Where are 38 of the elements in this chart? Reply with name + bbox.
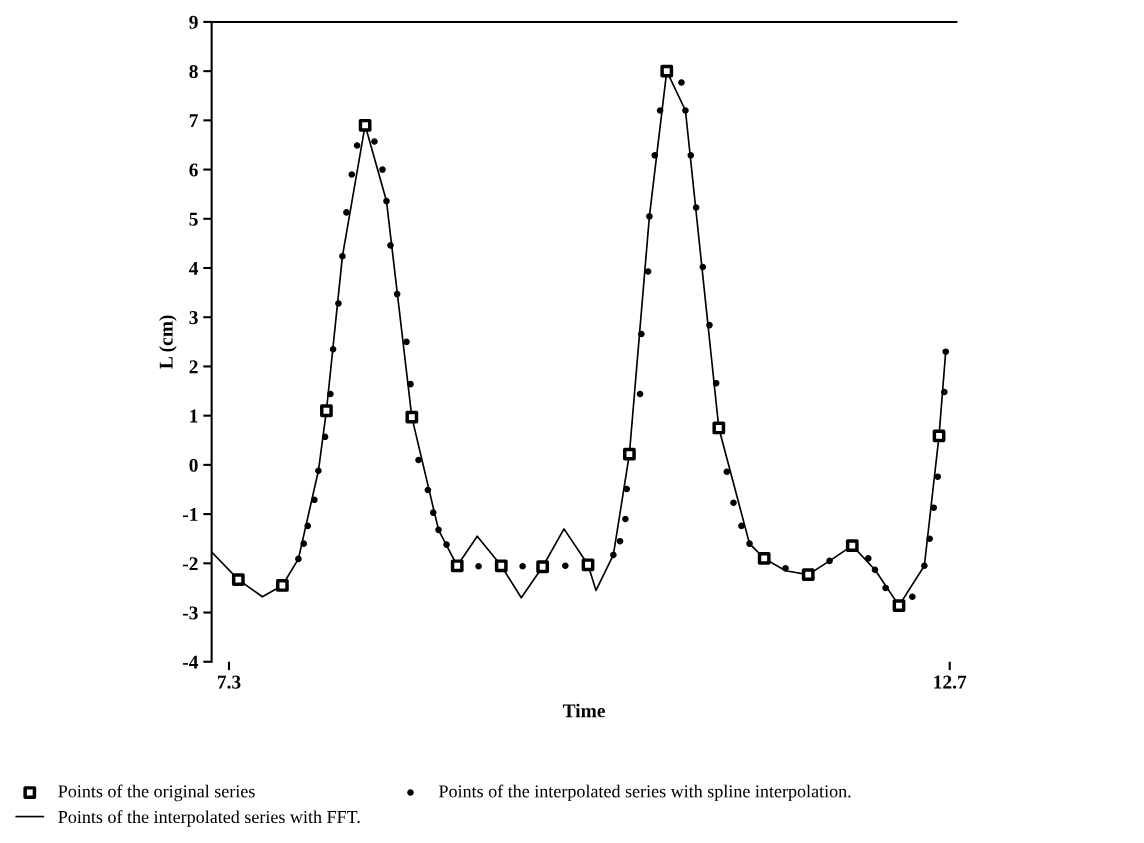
legend-label: Points of the interpolated series with spline interpolation. bbox=[439, 784, 851, 802]
point bbox=[932, 429, 946, 443]
x-tick-label: 7.3 bbox=[217, 675, 241, 689]
point bbox=[450, 559, 464, 573]
y-tick-label: 0 bbox=[189, 458, 198, 472]
point bbox=[581, 558, 595, 572]
y-tick-label: 8 bbox=[189, 64, 198, 79]
point bbox=[231, 573, 245, 586]
point bbox=[712, 421, 726, 435]
y-tick-label: 1 bbox=[190, 409, 198, 423]
point bbox=[845, 539, 859, 552]
y-tick-label: 6 bbox=[189, 163, 198, 177]
y-tick-label: 2 bbox=[189, 360, 198, 374]
point bbox=[622, 447, 636, 461]
y-tick-label: 9 bbox=[189, 15, 198, 29]
y-tick-label: -1 bbox=[182, 508, 198, 521]
y-tick-label: -3 bbox=[182, 606, 198, 620]
point bbox=[275, 579, 289, 592]
point bbox=[801, 568, 815, 582]
point bbox=[757, 552, 771, 565]
point bbox=[892, 599, 906, 613]
y-tick-label: -2 bbox=[182, 557, 198, 571]
point bbox=[660, 64, 674, 78]
point bbox=[536, 560, 550, 574]
y-tick-label: 7 bbox=[189, 114, 198, 128]
y-tick-label: 3 bbox=[189, 311, 198, 325]
point bbox=[358, 118, 372, 132]
y-tick-label: 5 bbox=[189, 212, 198, 226]
y-tick-label: -4 bbox=[182, 655, 199, 669]
point bbox=[320, 404, 333, 418]
legend-label: Points of the interpolated series with FFT. bbox=[58, 810, 360, 827]
point bbox=[405, 410, 419, 424]
x-tick-label: 12.7 bbox=[934, 675, 967, 689]
x-axis-title: Time bbox=[562, 703, 605, 718]
y-tick-label: 4 bbox=[188, 261, 199, 275]
legend-label: Points of the original series bbox=[58, 784, 255, 802]
y-axis-title: L (cm) bbox=[159, 315, 177, 369]
point bbox=[494, 559, 508, 573]
